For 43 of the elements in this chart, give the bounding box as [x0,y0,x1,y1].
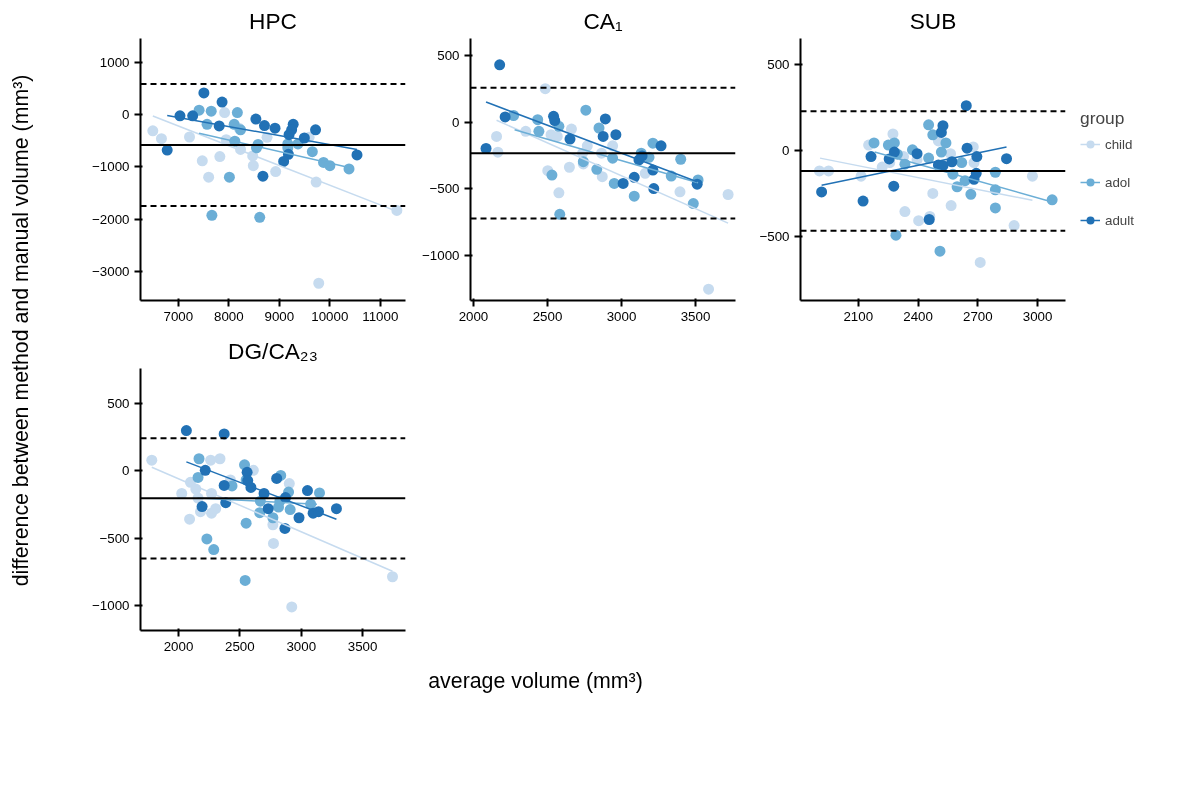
y-axis-title: difference between method and manual volume (mm³) [8,74,33,587]
legend-label: child [1105,136,1133,152]
x-tick-label: 3500 [347,638,378,654]
y-tick-label: 0 [122,463,130,479]
y-tick-label: 0 [122,106,130,122]
y-tick-label: −500 [99,530,130,546]
y-tick-label: 500 [767,56,790,72]
x-axis-title: average volume (mm³) [428,668,643,693]
x-tick-label: 2500 [532,308,563,324]
y-tick-label: −1000 [422,247,460,263]
chart-title: CA₁ [583,7,623,34]
x-tick-label: 2500 [225,638,255,654]
x-tick-label: 3500 [680,308,711,324]
x-tick-label: 10000 [311,308,349,324]
legend-label: adult [1105,212,1134,228]
chart-title: SUB [909,7,957,34]
y-tick-label: −1000 [92,598,130,614]
legend-label: adol [1105,174,1131,190]
x-tick-label: 3000 [1022,308,1053,324]
y-tick-label: −500 [429,181,460,197]
x-tick-label: 11000 [362,308,399,324]
y-tick-label: 0 [452,114,460,130]
x-tick-label: 2100 [843,308,874,324]
x-tick-label: 3000 [286,638,317,654]
x-tick-label: 9000 [264,308,295,324]
x-tick-label: 7000 [163,308,194,324]
y-tick-label: −2000 [92,211,130,227]
chart-title: HPC [249,7,297,34]
x-tick-label: 2700 [963,308,993,324]
y-tick-label: 500 [107,396,130,412]
x-tick-label: 2000 [458,308,489,324]
x-tick-label: 2400 [903,308,933,324]
x-tick-label: 3000 [606,308,637,324]
y-tick-label: −3000 [92,264,130,280]
y-tick-label: 1000 [99,54,130,70]
y-tick-label: 500 [437,48,460,64]
y-tick-label: −1000 [92,159,130,175]
chart-title: DG/CA₂₃ [228,337,318,364]
y-tick-label: −500 [759,229,790,245]
legend-title: group [1080,108,1126,129]
x-tick-label: 2000 [163,638,194,654]
y-tick-label: 0 [782,143,790,159]
x-tick-label: 8000 [214,308,244,324]
